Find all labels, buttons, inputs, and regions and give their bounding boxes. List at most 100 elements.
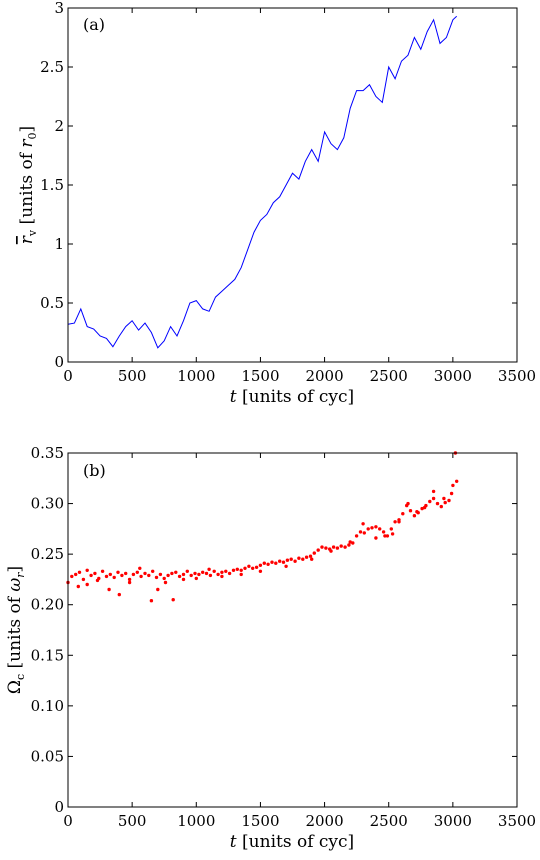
panel-b-xtick-label: 500 bbox=[118, 812, 147, 830]
panel-b-ylabel-unit-var: ω bbox=[5, 578, 25, 592]
panel-b-ylabel: Ωc [units of ωr] bbox=[5, 566, 27, 694]
panel-b-point bbox=[74, 572, 78, 577]
panel-b-point bbox=[439, 504, 443, 509]
panel-a-xlabel: t [units of cyc] bbox=[230, 387, 354, 407]
panel-b-point bbox=[117, 592, 122, 597]
panel-b-ytick-label: 0.15 bbox=[31, 646, 64, 664]
panel-b-point bbox=[270, 560, 274, 564]
panel-b-points bbox=[66, 451, 459, 603]
panel-b-point bbox=[189, 573, 193, 578]
panel-b-point bbox=[385, 534, 390, 538]
panel-b-point bbox=[131, 572, 136, 577]
panel-b-point bbox=[112, 575, 116, 580]
panel-b-point bbox=[370, 526, 374, 530]
panel-b-point bbox=[193, 571, 197, 576]
panel-b-point bbox=[247, 564, 251, 568]
panel-b-xlabel-var: t bbox=[230, 832, 237, 852]
panel-a-xtick-label: 2000 bbox=[305, 367, 343, 385]
panel-b-point bbox=[431, 496, 436, 501]
panel-a-ylabel-unit-sub: 0 bbox=[26, 132, 39, 139]
panel-a-xtick-label: 3000 bbox=[434, 367, 472, 385]
panel-b-point bbox=[412, 514, 417, 518]
panel-b-point bbox=[201, 570, 205, 574]
panel-a-ticks bbox=[67, 7, 518, 363]
panel-b-point bbox=[316, 548, 320, 552]
panel-b-point bbox=[239, 568, 243, 572]
panel-b-point bbox=[89, 573, 93, 578]
panel-b-ytick-label: 0 bbox=[54, 798, 64, 816]
panel-b-point bbox=[107, 587, 111, 592]
panel-b-xtick-label: 2500 bbox=[370, 812, 408, 830]
panel-a-xtick-label: 0 bbox=[63, 367, 73, 385]
panel-a-series-line bbox=[67, 15, 458, 349]
panel-b-point bbox=[185, 569, 189, 573]
panel-b-point bbox=[389, 527, 393, 531]
panel-b-point bbox=[127, 577, 132, 582]
panel-b-plot-frame bbox=[67, 452, 518, 808]
panel-b-point bbox=[108, 572, 113, 577]
panel-b-point bbox=[374, 536, 378, 540]
panel-b-xtick-label: 3000 bbox=[434, 812, 472, 830]
panel-a-ylabel-close: ] bbox=[17, 126, 37, 133]
panel-b-point bbox=[151, 569, 155, 573]
panel-b-point bbox=[162, 576, 166, 581]
panel-b-point bbox=[212, 569, 216, 573]
panel-b-point bbox=[171, 598, 175, 602]
panel-b-point bbox=[324, 546, 328, 550]
panel-b-point bbox=[331, 545, 336, 549]
panel-b-ytick-label: 0.35 bbox=[31, 444, 64, 462]
panel-b-point bbox=[408, 509, 413, 513]
panel-b-point bbox=[135, 570, 139, 574]
panel-a-ytick-label: 1 bbox=[54, 235, 64, 253]
panel-b-point bbox=[116, 570, 120, 574]
panel-b-point bbox=[181, 572, 186, 577]
panel-a-tick-labels: 0 500 1000 1500 2000 2500 3000 3500 0 0.5 1 1.5 2 2.5… bbox=[40, 0, 536, 385]
panel-b-point bbox=[170, 571, 174, 576]
panel-a-xtick-label: 1000 bbox=[177, 367, 215, 385]
panel-b-point bbox=[197, 572, 201, 577]
panel-b-point bbox=[95, 578, 100, 583]
panel-b-point bbox=[293, 559, 297, 563]
panel-b-tick-labels: 0 500 1000 1500 2000 2500 3000 3500 0 0.05 0.10 0.1… bbox=[31, 444, 537, 830]
panel-b-ylabel-sub: c bbox=[14, 674, 27, 680]
panel-b-point bbox=[158, 572, 163, 577]
panel-b-point bbox=[204, 571, 209, 576]
panel-b-ytick-label: 0.10 bbox=[31, 697, 64, 715]
panel-a-ytick-label: 0.5 bbox=[40, 294, 64, 312]
panel-b-point bbox=[390, 532, 395, 536]
panel-b-point bbox=[358, 530, 363, 534]
panel-b-point bbox=[194, 576, 198, 581]
panel-b-point bbox=[77, 570, 82, 574]
panel-a-ylabel-sub: v bbox=[26, 229, 39, 237]
panel-b-point bbox=[284, 564, 288, 568]
panel-a-ylabel-unit-var: r bbox=[17, 139, 37, 148]
panel-a-label: (a) bbox=[83, 15, 105, 34]
panel-a-ytick-label: 0 bbox=[54, 353, 64, 371]
panel-b-point bbox=[451, 483, 455, 488]
panel-b-point bbox=[76, 584, 81, 589]
panel-b-point bbox=[139, 574, 143, 579]
panel-b-point bbox=[442, 496, 446, 501]
panel-b-point bbox=[254, 565, 259, 569]
panel-a-xtick-label: 3500 bbox=[498, 367, 536, 385]
panel-b-point bbox=[354, 534, 359, 538]
panel-b-xtick-label: 0 bbox=[63, 812, 73, 830]
panel-b-point bbox=[93, 571, 97, 576]
panel-b-point bbox=[415, 510, 419, 514]
panel-b-point bbox=[406, 501, 410, 506]
panel-b-point bbox=[281, 560, 286, 564]
panel-b-point bbox=[227, 571, 232, 576]
panel-b-point bbox=[143, 571, 147, 576]
panel-b-xlabel-units: [units of cyc] bbox=[242, 832, 354, 852]
panel-b-point bbox=[312, 551, 316, 555]
panel-b-point bbox=[224, 569, 228, 573]
panel-b-ytick-label: 0.20 bbox=[31, 596, 64, 614]
panel-b-point bbox=[366, 527, 370, 531]
panel-b-ylabel-var: Ω bbox=[5, 680, 25, 694]
panel-a-ytick-label: 1.5 bbox=[40, 176, 64, 194]
panel-a-xtick-label: 1500 bbox=[241, 367, 279, 385]
panel-b-point bbox=[447, 498, 451, 503]
panel-b-point bbox=[378, 527, 382, 531]
panel-b-point bbox=[220, 574, 224, 579]
panel-b-point bbox=[362, 531, 366, 535]
